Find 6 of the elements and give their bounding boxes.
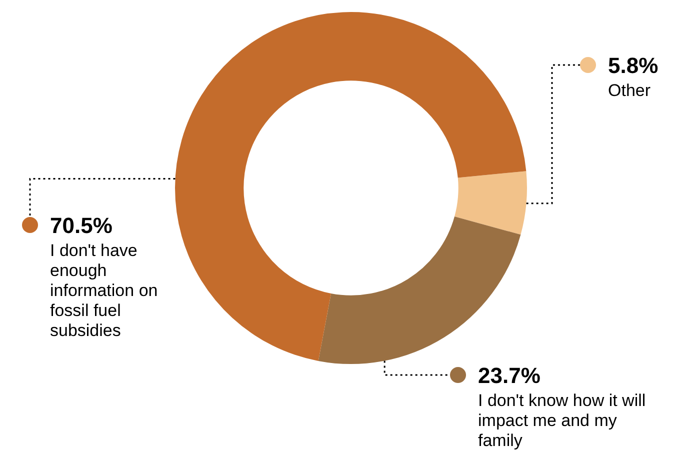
- data-label: 70.5%: [50, 213, 112, 238]
- slice-label: Other: [608, 81, 651, 100]
- data-label: 5.8%: [608, 53, 658, 78]
- slice-label: I don't know how it will impact me and my family: [478, 391, 646, 450]
- slice-label: I don't have enough information on fossil fuel subsidies: [50, 241, 158, 340]
- data-label: 23.7%: [478, 363, 540, 388]
